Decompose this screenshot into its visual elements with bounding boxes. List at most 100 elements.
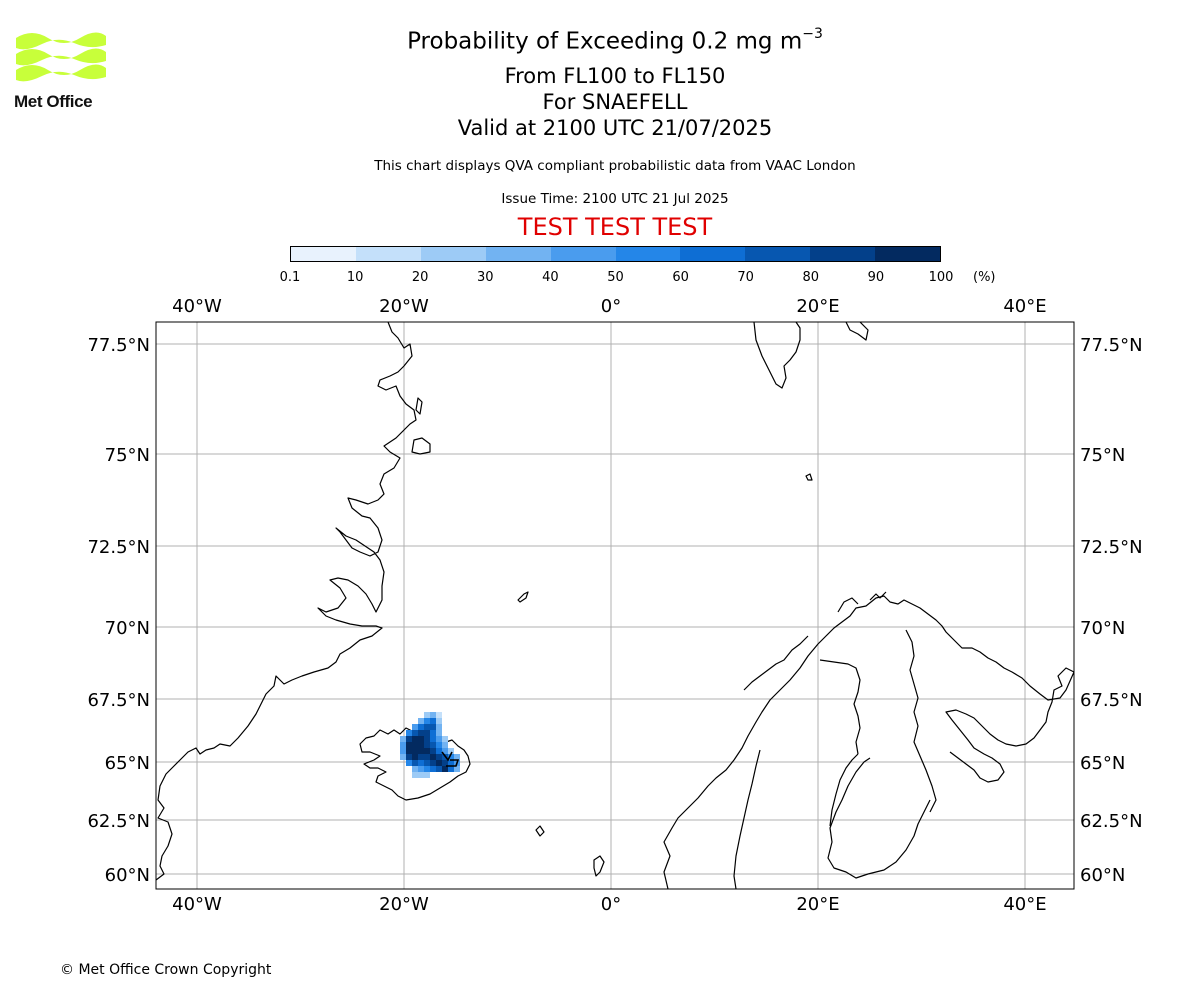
ash-cell (430, 736, 436, 742)
ash-cell (424, 760, 430, 766)
issue-time: Issue Time: 2100 UTC 21 Jul 2025 (501, 191, 729, 207)
ash-probability-field (400, 712, 460, 778)
ash-cell (436, 736, 442, 742)
ash-cell (400, 742, 406, 748)
lat-tick-label-left: 75°N (105, 445, 150, 466)
iceland-coastline (359, 727, 471, 801)
ash-cell (424, 724, 430, 730)
ash-cell (400, 748, 406, 754)
lon-tick-label-top: 20°E (796, 296, 839, 317)
ash-cell (430, 712, 436, 718)
lat-tick-label-right: 67.5°N (1080, 690, 1143, 711)
colorbar-label: 80 (802, 270, 820, 285)
ash-cell (424, 730, 430, 736)
qva-note: This chart displays QVA compliant probab… (374, 158, 856, 174)
ash-cell (436, 742, 442, 748)
ash-cell (424, 718, 430, 724)
lon-tick-label-top: 20°W (379, 296, 429, 317)
ash-cell (436, 748, 442, 754)
ash-cell (430, 742, 436, 748)
met-office-logo-text: Met Office (14, 92, 93, 111)
colorbar-swatch (485, 247, 551, 261)
ash-cell (424, 754, 430, 760)
ash-cell (436, 766, 442, 772)
ash-cell (406, 736, 412, 742)
ash-cell (424, 742, 430, 748)
lat-tick-label-left: 65°N (105, 753, 150, 774)
chart-title: Probability of Exceeding 0.2 mg m−3 (0, 26, 1200, 55)
colorbar-label: 70 (737, 270, 754, 285)
ash-cell (424, 766, 430, 772)
ash-cell (412, 772, 418, 778)
lat-tick-label-right: 62.5°N (1080, 811, 1143, 832)
ash-cell (454, 766, 460, 772)
lat-tick-label-left: 70°N (105, 618, 150, 639)
ash-cell (430, 718, 436, 724)
colorbar-label: 50 (607, 270, 624, 285)
colorbar-label: 30 (477, 270, 494, 285)
lat-tick-label-left: 67.5°N (87, 690, 150, 711)
ash-cell (418, 724, 424, 730)
probability-colorbar (290, 246, 941, 262)
ash-cell (442, 736, 448, 742)
scandinavia-coastline (663, 595, 1074, 889)
level-range: From FL100 to FL150 (504, 64, 726, 88)
colorbar-label: 100 (928, 270, 954, 285)
lat-tick-label-left: 60°N (105, 865, 150, 886)
lat-tick-label-right: 65°N (1080, 753, 1125, 774)
ash-cell (436, 754, 442, 760)
ash-cell (418, 754, 424, 760)
colorbar-swatch (680, 247, 746, 261)
colorbar-swatch (615, 247, 681, 261)
ash-cell (418, 736, 424, 742)
ash-cell (406, 730, 412, 736)
ash-cell (412, 760, 418, 766)
ash-cell (406, 760, 412, 766)
ash-cell (436, 760, 442, 766)
ash-cell (418, 766, 424, 772)
colorbar-swatch (291, 247, 356, 261)
ash-cell (430, 760, 436, 766)
test-banner: TEST TEST TEST (517, 213, 713, 241)
ash-cell (424, 748, 430, 754)
ash-cell (424, 772, 430, 778)
volcano-marker-icon (441, 751, 460, 767)
ash-cell (418, 760, 424, 766)
svalbard-coastline (753, 322, 801, 389)
chart-title-text: Probability of Exceeding 0.2 mg m (407, 28, 803, 55)
ash-cell (406, 742, 412, 748)
ash-cell (400, 754, 406, 760)
ash-cell (412, 748, 418, 754)
ash-cell (454, 754, 460, 760)
ash-cell (406, 754, 412, 760)
colorbar-unit: (%) (973, 270, 996, 285)
ash-cell (418, 748, 424, 754)
ash-cell (412, 766, 418, 772)
lat-tick-label-right: 72.5°N (1080, 537, 1143, 558)
ash-cell (442, 766, 448, 772)
colorbar-label: 0.1 (279, 270, 301, 285)
ash-cell (430, 748, 436, 754)
lon-tick-label-bottom: 0° (601, 894, 621, 915)
ash-cell (442, 742, 448, 748)
ash-cell (418, 742, 424, 748)
ash-cell (448, 760, 454, 766)
lat-tick-label-right: 60°N (1080, 865, 1125, 886)
ash-cell (400, 736, 406, 742)
lon-tick-label-bottom: 40°E (1003, 894, 1046, 915)
lat-tick-label-right: 75°N (1080, 445, 1125, 466)
ash-cell (448, 748, 454, 754)
ash-cell (406, 748, 412, 754)
ash-cell (436, 724, 442, 730)
colorbar-swatch (355, 247, 421, 261)
ash-cell (424, 736, 430, 742)
ash-cell (436, 718, 442, 724)
ash-cell (430, 724, 436, 730)
greenland-coastline (156, 322, 417, 881)
lat-tick-label-left: 77.5°N (87, 335, 150, 356)
ash-cell (412, 742, 418, 748)
valid-time: Valid at 2100 UTC 21/07/2025 (457, 116, 773, 140)
colorbar-swatch (420, 247, 486, 261)
ash-cell (430, 754, 436, 760)
ash-cell (448, 754, 454, 760)
